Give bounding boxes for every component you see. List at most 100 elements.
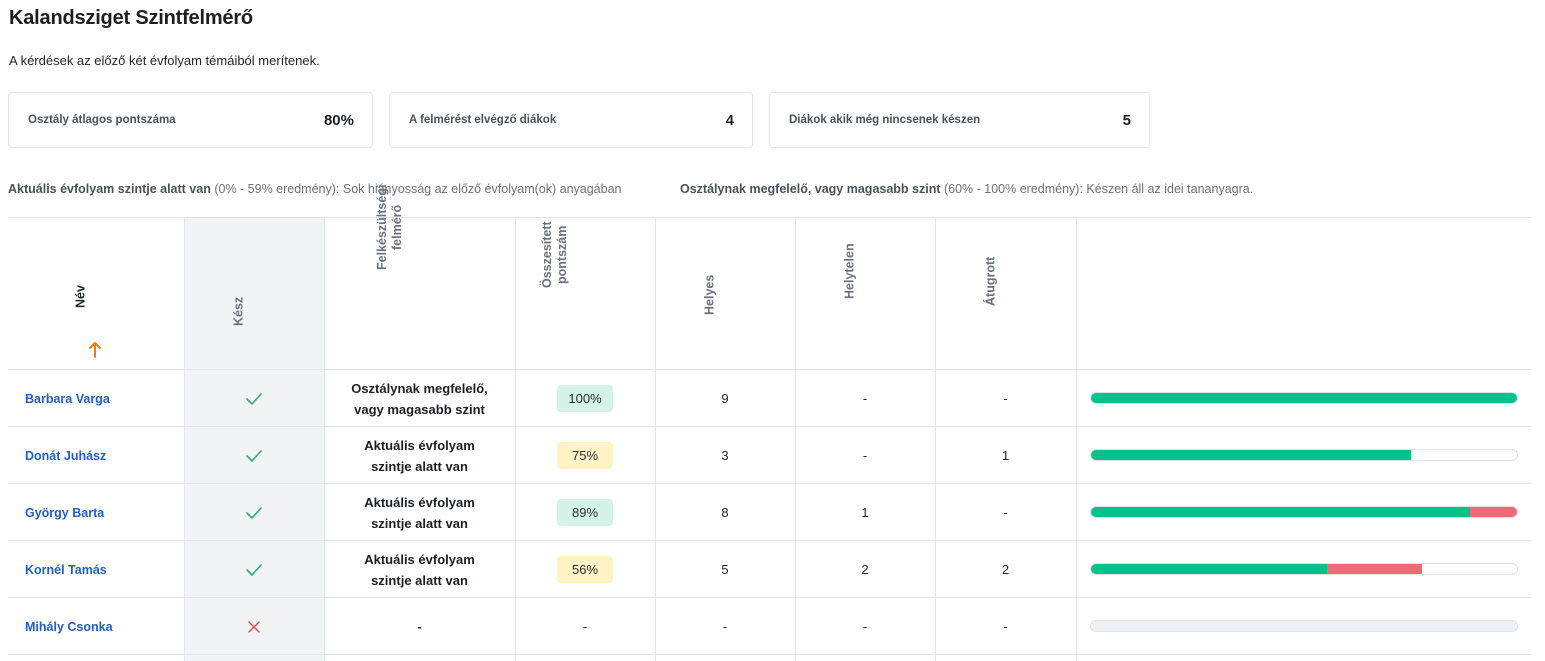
page-subtitle: A kérdések az előző két évfolyam témáibó… [9, 53, 320, 68]
progress-bar [1090, 620, 1518, 632]
column-header-name[interactable]: Név [8, 218, 184, 369]
column-header-readiness[interactable]: Felkészültségi felmérő [324, 184, 515, 369]
table-row: György Barta Aktuális évfolyam szintje al… [8, 484, 1531, 541]
correct-count: 8 [721, 505, 729, 520]
total-score-cell: 56% [515, 541, 655, 598]
column-header-correct-label: Helyes [702, 274, 717, 315]
readiness-cell: Aktuális évfolyam szintje alatt van [324, 484, 515, 541]
check-icon [246, 449, 262, 462]
incorrect-count: - [862, 619, 868, 634]
done-cell [184, 598, 324, 655]
incorrect-count: 2 [861, 562, 869, 577]
done-cell [184, 370, 324, 427]
progress-bar [1090, 506, 1518, 518]
done-cell [184, 484, 324, 541]
correct-count: 5 [721, 562, 729, 577]
column-header-name-label: Név [73, 285, 88, 309]
check-icon [246, 563, 262, 576]
column-header-total-label: Összesített pontszám [540, 221, 569, 289]
student-name-link[interactable]: Kornél Tamás [25, 562, 107, 577]
progress-incorrect-segment [1327, 564, 1422, 574]
stat-value: 5 [1122, 111, 1131, 129]
readiness-status: - [417, 619, 422, 634]
correct-cell: 9 [655, 370, 795, 427]
stat-card-average-score: Osztály átlagos pontszáma 80% [8, 92, 373, 148]
progress-correct-segment [1091, 507, 1471, 517]
legend-above-title: Osztálynak megfelelő, vagy magasabb szin… [680, 182, 941, 196]
column-header-readiness-label: Felkészültségi felmérő [374, 184, 404, 270]
correct-cell: 8 [655, 484, 795, 541]
column-header-done-label: Kész [231, 296, 246, 326]
skipped-count: 2 [1001, 562, 1010, 577]
column-header-total-score[interactable]: Összesített pontszám [515, 218, 655, 369]
progress-bar [1090, 563, 1518, 575]
page-title: Kalandsziget Szintfelmérő [9, 7, 253, 29]
check-icon [246, 392, 262, 405]
table-row: Donát Juhász Aktuális évfolyam szintje al… [8, 427, 1531, 484]
student-name-link[interactable]: Mihály Csonka [25, 619, 113, 634]
stat-card-completed-students: A felmérést elvégző diákok 4 [389, 92, 753, 148]
table-row: Barbara Varga Osztálynak megfelelő, vagy … [8, 370, 1531, 427]
readiness-cell: Osztálynak megfelelő, vagy magasabb szin… [324, 370, 515, 427]
total-score-cell: - [515, 598, 655, 655]
incorrect-cell: 2 [795, 541, 935, 598]
score-badge: 89% [557, 499, 613, 526]
stat-value: 4 [725, 111, 734, 129]
column-header-incorrect-label: Helytelen [842, 243, 857, 300]
progress-correct-segment [1091, 393, 1517, 403]
check-icon [246, 506, 262, 519]
score-badge: 75% [557, 442, 613, 469]
legend-above-text: (60% - 100% eredmény): Készen áll az ide… [940, 182, 1254, 196]
correct-count: 3 [721, 448, 729, 463]
legend-below-text: (0% - 59% eredmény): Sok hiányosság az e… [210, 182, 622, 196]
score-badge: 100% [557, 385, 613, 412]
stat-label: Osztály átlagos pontszáma [28, 114, 176, 126]
legend-below-title: Aktuális évfolyam szintje alatt van [8, 182, 211, 196]
readiness-status: Osztálynak megfelelő, vagy magasabb szin… [351, 380, 488, 417]
skipped-cell: - [935, 598, 1076, 655]
readiness-cell: Aktuális évfolyam szintje alatt van [324, 541, 515, 598]
stat-label: Diákok akik még nincsenek készen [789, 114, 981, 126]
results-table: Név Kész Felkészültségi felmérő Összesít… [8, 184, 1531, 661]
incorrect-count: 1 [861, 505, 869, 520]
student-name-link[interactable]: Donát Juhász [25, 448, 107, 463]
total-score-cell: 89% [515, 484, 655, 541]
progress-bar [1090, 449, 1518, 461]
done-cell [184, 541, 324, 598]
progress-correct-segment [1091, 564, 1328, 574]
skipped-cell: 1 [935, 427, 1076, 484]
score-badge: 56% [557, 556, 613, 583]
done-column-shade [184, 218, 324, 661]
progress-incorrect-segment [1470, 507, 1517, 517]
total-score-cell: 100% [515, 370, 655, 427]
readiness-status: Aktuális évfolyam szintje alatt van [364, 494, 475, 531]
done-cell [184, 427, 324, 484]
legend-above-level: Osztálynak megfelelő, vagy magasabb szin… [680, 182, 1253, 196]
skipped-count: - [1003, 505, 1008, 520]
student-name-link[interactable]: György Barta [25, 505, 105, 520]
stat-value: 80% [323, 111, 354, 129]
column-header-skipped[interactable]: Átugrott [935, 218, 1076, 369]
stat-label: A felmérést elvégző diákok [409, 114, 557, 126]
student-name-link[interactable]: Barbara Varga [25, 391, 110, 406]
skipped-cell: 2 [935, 541, 1076, 598]
incorrect-cell: - [795, 427, 935, 484]
arrow-up-icon[interactable] [88, 341, 102, 359]
cross-icon [248, 620, 260, 633]
incorrect-count: - [862, 448, 868, 463]
readiness-cell: Aktuális évfolyam szintje alatt van [324, 427, 515, 484]
column-header-correct[interactable]: Helyes [655, 218, 795, 369]
skipped-count: - [1003, 619, 1008, 634]
column-header-done[interactable]: Kész [184, 218, 324, 369]
incorrect-count: - [862, 391, 868, 406]
correct-count: - [722, 619, 728, 634]
correct-cell: - [655, 598, 795, 655]
column-header-incorrect[interactable]: Helytelen [795, 218, 935, 369]
table-row: Kornél Tamás Aktuális évfolyam szintje al… [8, 541, 1531, 598]
progress-correct-segment [1091, 450, 1411, 460]
readiness-status: Aktuális évfolyam szintje alatt van [364, 437, 475, 474]
progress-bar [1090, 392, 1518, 404]
stat-card-not-ready-students: Diákok akik még nincsenek készen 5 [769, 92, 1150, 148]
correct-count: 9 [721, 391, 729, 406]
correct-cell: 3 [655, 427, 795, 484]
